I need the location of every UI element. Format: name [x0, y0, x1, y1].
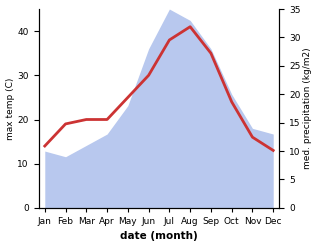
X-axis label: date (month): date (month): [120, 231, 198, 242]
Y-axis label: max temp (C): max temp (C): [5, 77, 15, 140]
Y-axis label: med. precipitation (kg/m2): med. precipitation (kg/m2): [303, 48, 313, 169]
